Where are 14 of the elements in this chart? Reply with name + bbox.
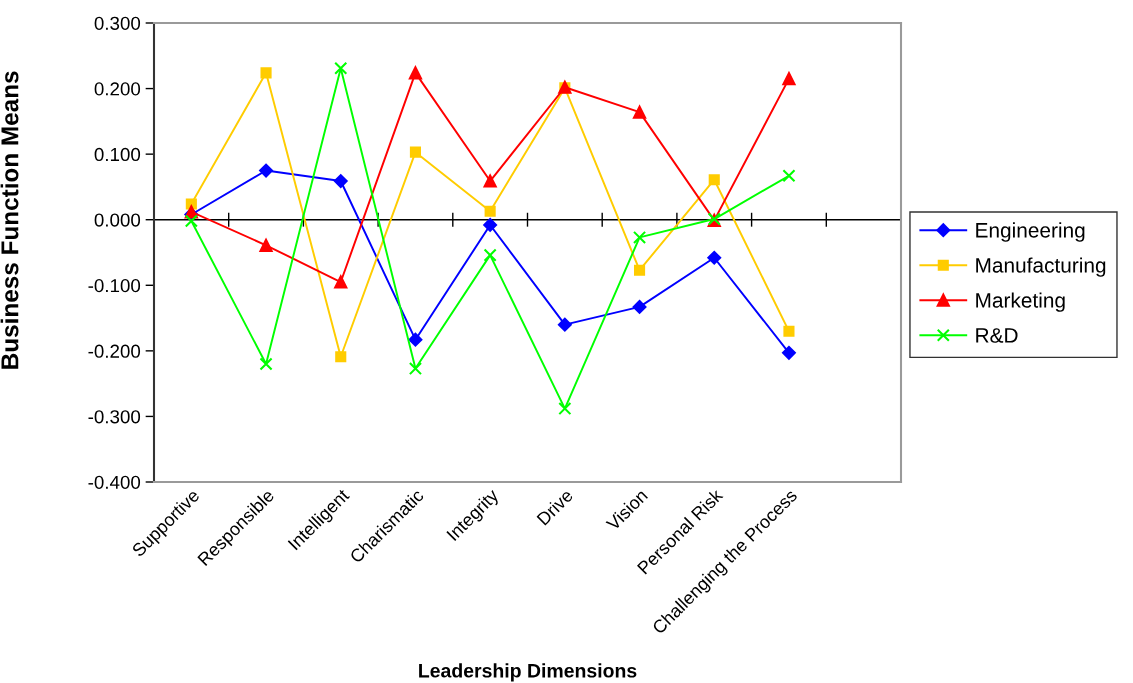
legend-label: Engineering <box>976 222 1085 242</box>
y-axis-title: Business Function Means <box>0 71 19 369</box>
y-tick-label: -0.300 <box>88 410 141 424</box>
legend-label: R&D <box>976 328 1018 343</box>
y-tick-label: 0.300 <box>94 16 141 30</box>
legend-label: Manufacturing <box>976 257 1106 277</box>
y-tick-label: -0.400 <box>88 475 141 489</box>
y-tick-label: -0.200 <box>88 344 141 358</box>
y-tick-label: -0.100 <box>88 278 141 293</box>
y-tick-label: 0.000 <box>94 213 141 227</box>
y-tick-label: 0.100 <box>94 147 141 162</box>
x-axis-title: Leadership Dimensions <box>419 663 637 682</box>
legend-label: Marketing <box>976 292 1065 312</box>
y-tick-label: 0.200 <box>94 82 141 96</box>
